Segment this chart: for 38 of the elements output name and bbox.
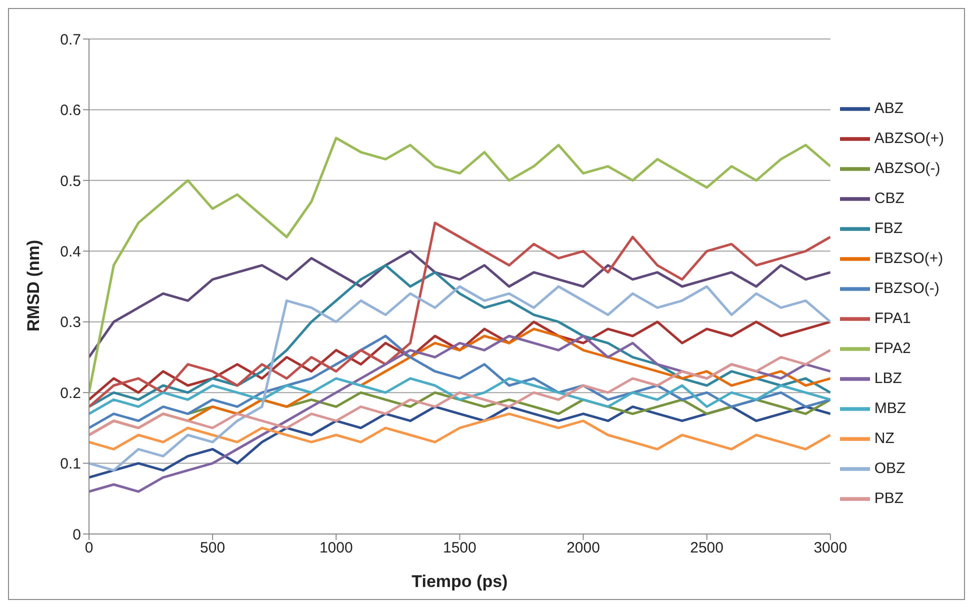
legend-label: ABZSO(+) [874,130,944,147]
y-tick-label: 0.7 [60,31,81,48]
y-tick-label: 0.6 [60,102,81,120]
legend-label: NZ [874,430,894,447]
legend-label: FBZ [874,220,903,237]
x-tick-label: 2500 [690,540,724,557]
x-tick-label: 3000 [814,540,848,557]
legend-label: ABZSO(-) [874,160,940,177]
y-tick-label: 0.3 [60,314,81,332]
x-axis-title: Tiempo (ps) [412,572,508,591]
legend-label: FPA1 [874,310,911,327]
legend-label: FPA2 [874,340,911,357]
line-series [89,348,830,436]
legend-label: LBZ [874,370,902,387]
y-tick-label: 0.1 [60,456,81,473]
x-tick-label: 1000 [319,540,353,557]
line-series [89,412,830,450]
y-tick-label: 0.2 [60,384,81,402]
line-series [89,250,830,358]
legend-label: OBZ [874,460,906,477]
line-series [89,285,830,472]
y-tick-label: 0 [72,526,81,544]
x-tick-label: 2000 [566,540,600,557]
legend-label: PBZ [874,490,904,507]
line-series [89,222,830,408]
legend-label: FBZSO(+) [874,250,944,267]
x-tick-label: 0 [84,540,94,557]
legend-label: MBZ [874,400,906,417]
line-series [89,136,830,394]
legend-label: ABZ [874,100,904,117]
line-series [89,377,830,416]
y-tick-label: 0.5 [60,172,81,190]
y-tick-label: 0.4 [60,243,81,260]
legend-label: CBZ [874,190,904,207]
y-axis-title: RMSD (nm) [24,240,44,332]
x-tick-label: 1500 [443,540,476,557]
x-tick-label: 500 [200,540,226,557]
legend-label: FBZSO(-) [874,280,940,297]
